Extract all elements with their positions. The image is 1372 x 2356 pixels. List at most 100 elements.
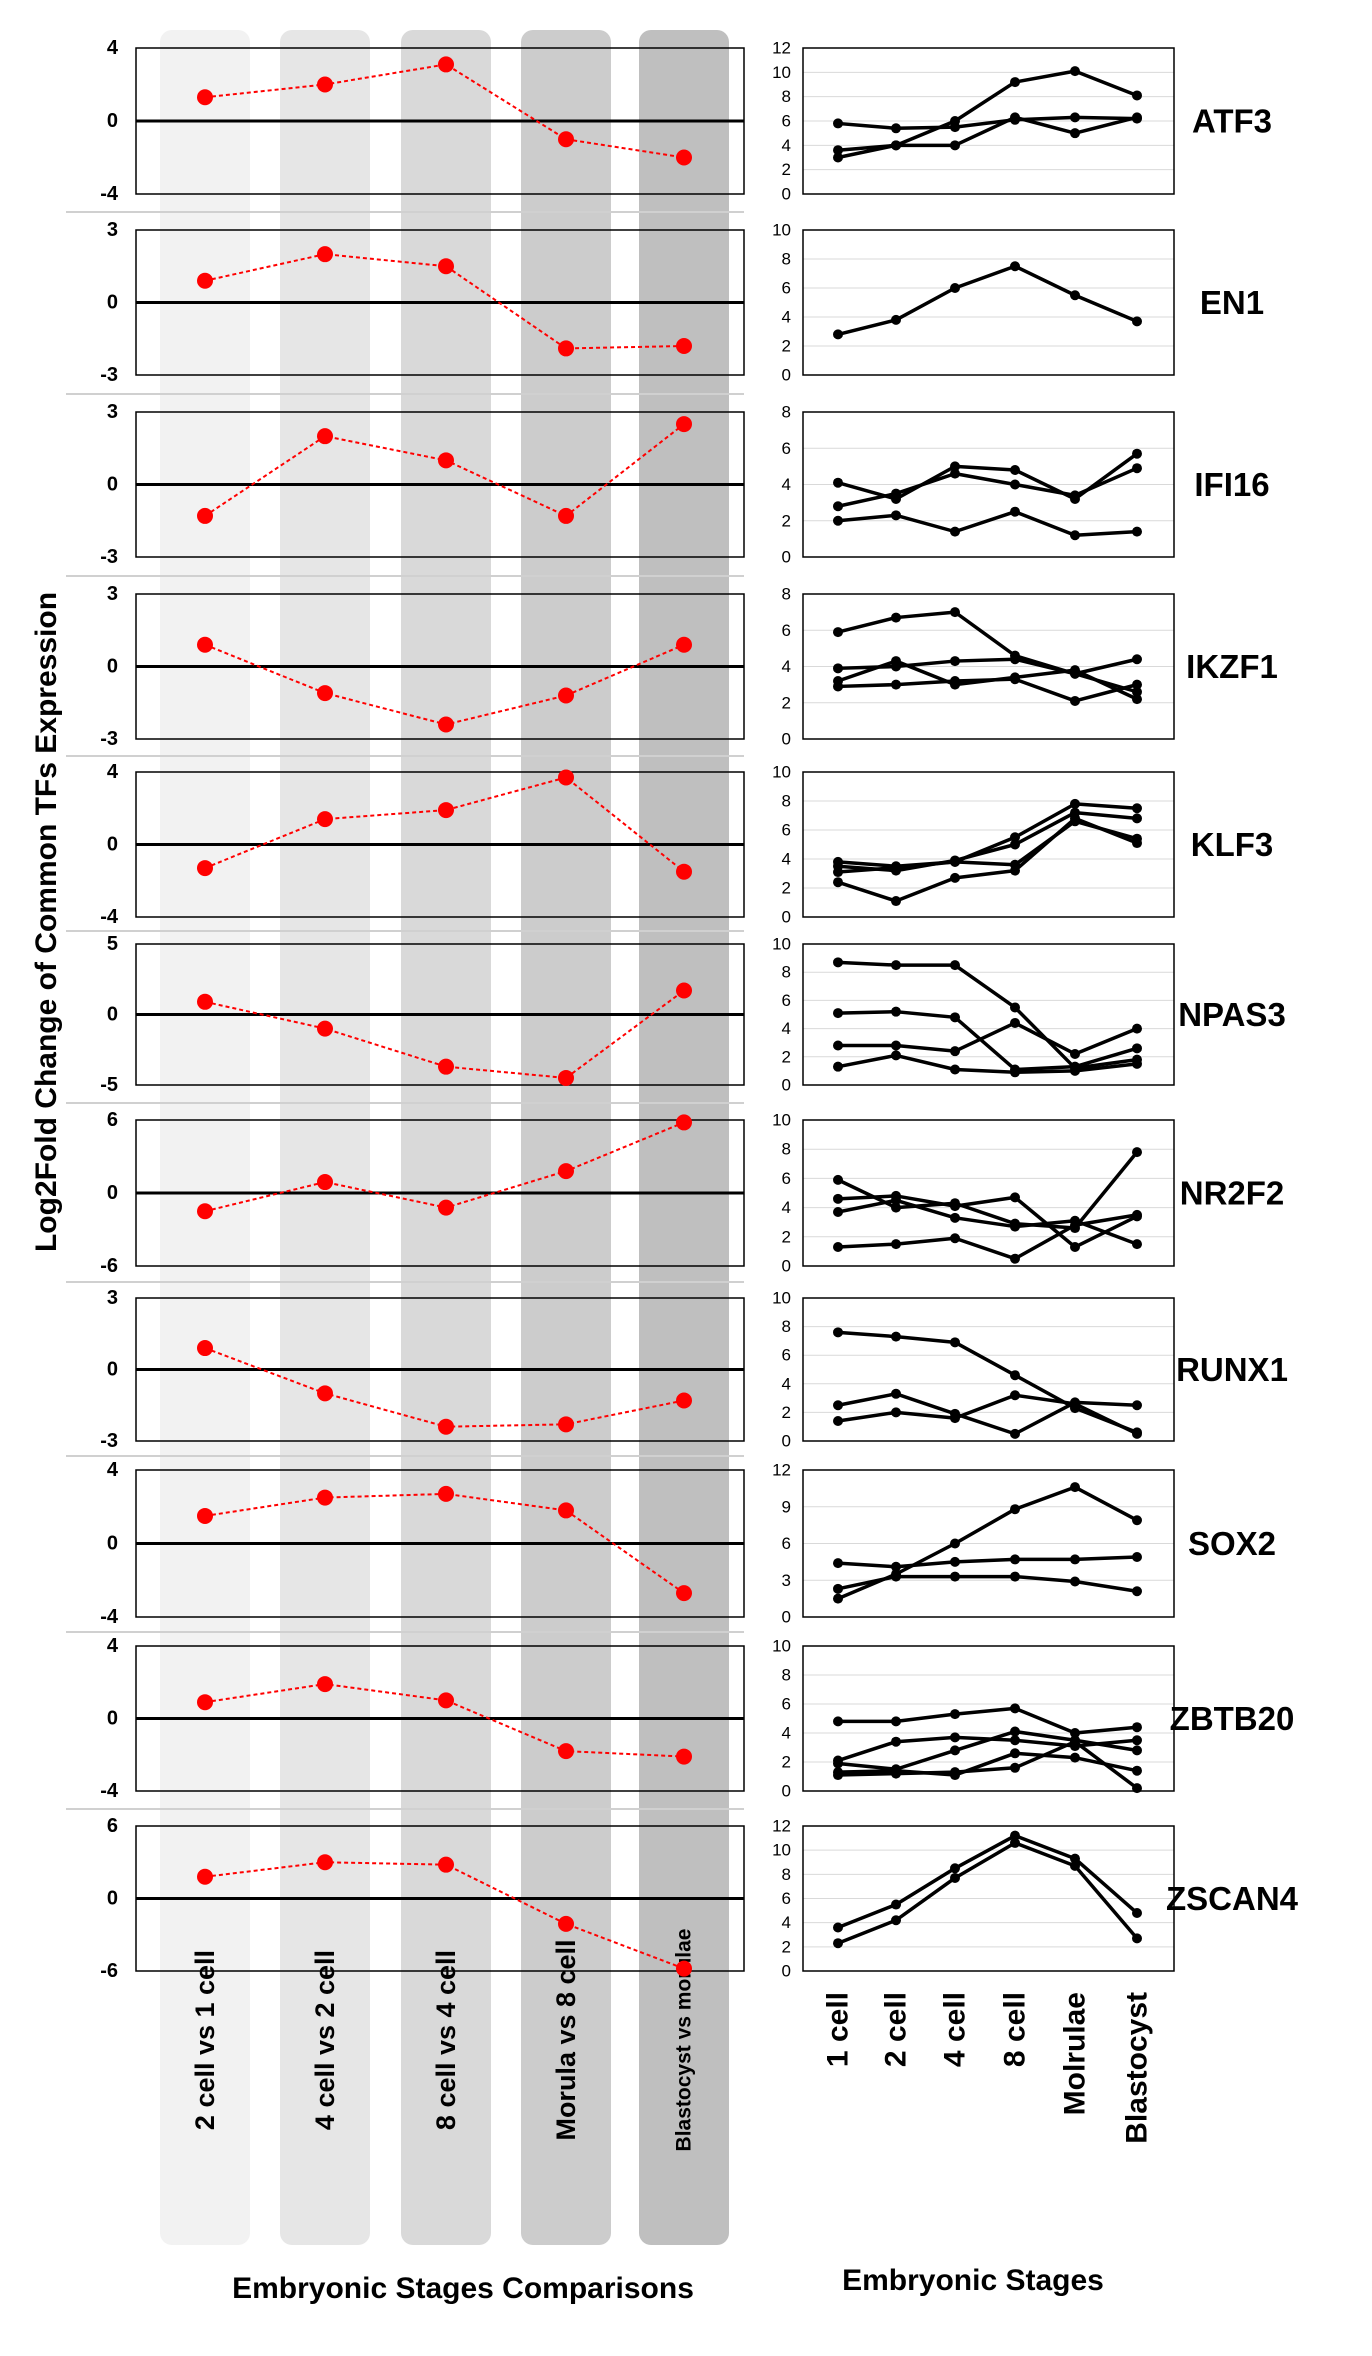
expression-point (1132, 1735, 1142, 1746)
expression-line (837, 802, 1138, 868)
fold-tick-label: 0 (107, 1533, 118, 1555)
fold-change-point (317, 428, 333, 445)
expr-tick-label: 4 (782, 308, 791, 327)
expression-point (950, 116, 960, 126)
gene-label: EN1 (1200, 284, 1264, 321)
expression-point (950, 607, 960, 618)
expression-point (891, 960, 901, 971)
expr-tick-label: 3 (782, 1571, 791, 1590)
expression-point (1070, 1398, 1080, 1409)
expression-point (891, 1331, 901, 1342)
expression-line (837, 1392, 1138, 1436)
expression-point (1070, 1752, 1080, 1763)
expr-tick-label: 6 (782, 821, 791, 840)
expr-panel-frame (802, 1119, 1175, 1267)
expression-line (837, 1841, 1139, 1945)
fold-change-point (676, 416, 692, 433)
expr-tick-label: 6 (782, 991, 791, 1010)
expr-tick-label: 0 (782, 1257, 791, 1276)
expression-point (891, 1388, 901, 1399)
fold-change-point (438, 1692, 454, 1709)
fold-tick-label: -3 (100, 364, 118, 386)
fold-change-point (438, 1485, 454, 1502)
expression-point (833, 877, 843, 888)
expression-point (1010, 1192, 1020, 1203)
expression-point (1010, 839, 1020, 850)
expression-point (950, 856, 960, 867)
fold-tick-label: 0 (107, 1708, 118, 1730)
expression-point (1010, 865, 1020, 876)
expr-tick-label: 12 (772, 1461, 791, 1480)
fold-tick-label: -5 (100, 1074, 118, 1096)
expression-point (1132, 1783, 1142, 1794)
expr-tick-label: 6 (782, 279, 791, 298)
expression-point (891, 862, 901, 873)
expression-point (950, 1046, 960, 1057)
expr-tick-label: 8 (782, 792, 791, 811)
stage-tick-label: Molrulae (1059, 1992, 1092, 2115)
expression-point (1132, 90, 1142, 101)
expr-panel-frame (802, 1297, 1175, 1442)
expression-point (1070, 530, 1080, 541)
expr-tick-label: 6 (782, 439, 791, 458)
expr-panel-frame (802, 943, 1175, 1086)
expression-line (837, 1751, 1138, 1777)
fold-change-point (558, 1416, 574, 1433)
expression-point (1132, 463, 1142, 474)
expression-line (837, 960, 1138, 1070)
expression-line (837, 264, 1138, 337)
expression-point (891, 1202, 901, 1213)
expression-point (1010, 1017, 1020, 1028)
stage-tick-label: Blastocyst (1121, 1992, 1154, 2144)
fold-change-point (197, 272, 213, 289)
expr-tick-label: 0 (782, 1076, 791, 1095)
stage-tick-label: 2 cell (880, 1992, 913, 2067)
fold-change-point (676, 1114, 692, 1131)
expression-point (891, 510, 901, 521)
expr-tick-label: 8 (782, 1865, 791, 1884)
fold-tick-label: 0 (107, 110, 118, 132)
expr-tick-label: 10 (772, 935, 791, 954)
fold-change-point (558, 131, 574, 148)
expression-point (950, 960, 960, 971)
axis-labels: Log2Fold Change of Common TFs Expression… (30, 592, 1104, 2305)
expr-tick-label: 6 (782, 1346, 791, 1365)
expr-tick-label: 8 (782, 963, 791, 982)
expression-point (891, 1239, 901, 1250)
expression-point (950, 1337, 960, 1348)
expression-point (950, 1212, 960, 1223)
fold-tick-label: -4 (100, 183, 119, 205)
fold-change-point (558, 1915, 574, 1932)
fold-tick-label: -3 (100, 728, 118, 750)
fold-tick-label: -4 (100, 1606, 119, 1628)
expression-point (1010, 674, 1020, 685)
expr-tick-label: 2 (782, 160, 791, 179)
expr-tick-label: 2 (782, 511, 791, 530)
expression-point (1070, 798, 1080, 809)
expression-point (833, 1040, 843, 1051)
expression-point (950, 1201, 960, 1212)
fold-change-point (676, 863, 692, 880)
expr-tick-label: 12 (772, 1817, 791, 1836)
expression-point (950, 1012, 960, 1023)
expression-point (1132, 316, 1142, 327)
expression-point (1010, 506, 1020, 517)
fold-change-point (558, 687, 574, 704)
fold-change-point (317, 76, 333, 93)
left-x-axis-title: Embryonic Stages Comparisons (232, 2272, 694, 2305)
expression-point (950, 872, 960, 883)
stage-tick-label: 4 cell (939, 1992, 972, 2067)
expression-line (837, 1213, 1138, 1261)
expression-point (1132, 1908, 1142, 1918)
expression-point (1070, 112, 1080, 123)
fold-change-point (676, 982, 692, 999)
expression-line (837, 509, 1138, 537)
expression-line (837, 115, 1138, 131)
expr-tick-label: 8 (782, 250, 791, 269)
stage-tick-label: 1 cell (822, 1992, 855, 2067)
fold-change-point (197, 507, 213, 524)
expr-panel-frame (802, 771, 1175, 918)
expr-tick-label: 10 (772, 763, 791, 782)
expression-point (1070, 290, 1080, 301)
